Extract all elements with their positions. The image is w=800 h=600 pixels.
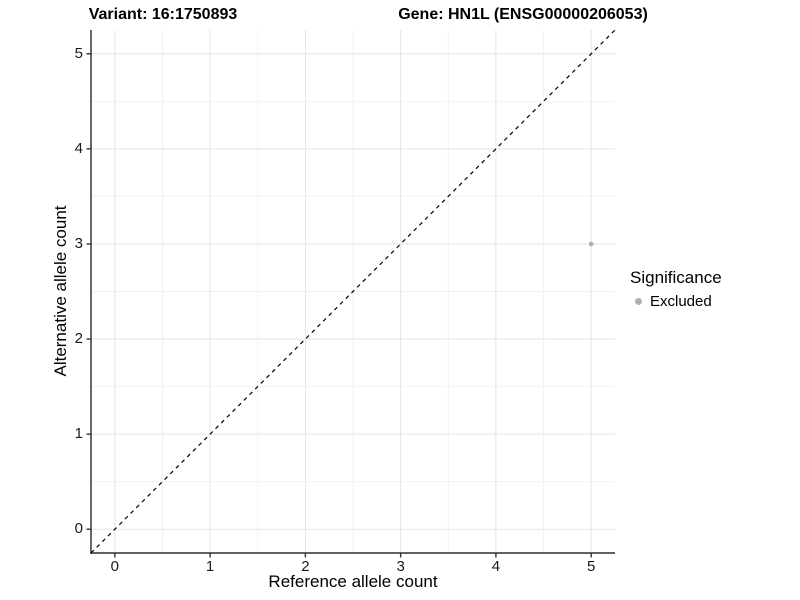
y-tick-label: 4	[74, 139, 83, 157]
x-tick-label: 3	[396, 558, 405, 575]
y-tick-label: 2	[74, 330, 83, 348]
identity-line	[90, 29, 616, 554]
y-tick-label: 5	[74, 44, 83, 62]
legend-title: Significance	[630, 268, 722, 287]
x-tick-label: 4	[491, 558, 501, 575]
x-tick-label: 1	[205, 558, 215, 575]
y-tick-label: 1	[74, 425, 83, 443]
x-tick-label: 5	[587, 558, 596, 575]
y-tick-label: 3	[74, 234, 83, 252]
legend: Significance Excluded	[630, 268, 722, 310]
legend-key-dot	[635, 298, 642, 305]
x-axis-title: Reference allele count	[268, 572, 438, 591]
data-point	[588, 241, 594, 247]
y-tick-label: 0	[74, 520, 83, 538]
y-axis-title: Alternative allele count	[51, 205, 70, 377]
plot-title-gene: Gene: HN1L (ENSG00000206053)	[398, 6, 648, 23]
x-tick-label: 2	[301, 558, 310, 575]
legend-item-excluded: Excluded	[630, 293, 722, 310]
plot-title-variant: Variant: 16:1750893	[88, 6, 238, 23]
x-tick-label: 0	[110, 558, 119, 575]
legend-item-label: Excluded	[650, 293, 712, 310]
